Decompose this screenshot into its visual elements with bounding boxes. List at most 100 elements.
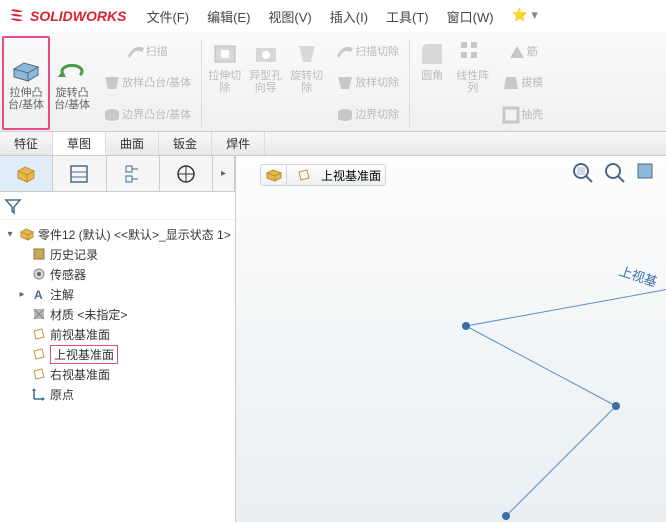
collapse-icon[interactable]: ▾ [4,229,16,240]
tree-right-plane[interactable]: 右视基准面 [2,364,233,384]
expand-icon[interactable]: ▸ [16,289,28,300]
view-orientation-icon[interactable] [634,160,660,186]
svg-text:A: A [34,288,43,301]
boundary-cut-icon [335,105,355,125]
rib-icon [507,42,527,62]
feature-tree: ▾零件12 (默认) <<默认>_显示状态 1> 历史记录 传感器 ▸A注解 材… [0,220,235,522]
tab-sketch[interactable]: 草图 [53,131,106,155]
tree-sensors[interactable]: 传感器 [2,264,233,284]
loft-cut-icon [335,73,355,93]
origin-icon [30,386,48,402]
panel-tab-property[interactable] [53,156,106,191]
feature-manager-panel: ▸ ▾零件12 (默认) <<默认>_显示状态 1> 历史记录 传感器 ▸A注解… [0,156,236,522]
draft-button[interactable]: 拔模 [497,72,547,94]
extrude-boss-icon [10,55,42,87]
tree-material[interactable]: 材质 <未指定> [2,304,233,324]
extrude-boss-button[interactable]: 拉伸凸 台/基体 [2,36,50,130]
config-icon [122,163,144,185]
tree-front-plane[interactable]: 前视基准面 [2,324,233,344]
tree-top-plane[interactable]: 上视基准面 [2,344,233,364]
filter-row [0,192,235,220]
boundary-cut-button[interactable]: 边界切除 [331,104,403,126]
sweep-button[interactable]: 扫描 [122,41,172,63]
app-logo: SOLIDWORKS [8,7,126,25]
app-name: SOLIDWORKS [30,8,126,24]
menu-bar: SOLIDWORKS 文件(F) 编辑(E) 视图(V) 插入(I) 工具(T)… [0,0,666,32]
panel-tab-dimxpert[interactable] [160,156,213,191]
panel-tab-config[interactable] [107,156,160,191]
breadcrumb-part-icon [261,165,287,185]
annotations-icon: A [30,286,48,302]
history-icon [30,246,48,262]
tab-feature[interactable]: 特征 [0,132,53,155]
extrude-cut-button[interactable]: 拉伸切 除 [204,36,245,106]
plane-icon [30,346,48,362]
zoom-fit-icon[interactable] [570,160,596,186]
tab-surface[interactable]: 曲面 [106,132,159,155]
loft-icon [102,73,122,93]
view-tools [570,160,660,186]
breadcrumb-plane-icon [291,165,317,185]
shell-button[interactable]: 抽壳 [497,104,547,126]
hole-wizard-icon [250,38,282,70]
tree-root[interactable]: ▾零件12 (默认) <<默认>_显示状态 1> [2,224,233,244]
menu-file[interactable]: 文件(F) [146,7,189,26]
rib-button[interactable]: 筋 [503,41,542,63]
panel-tabs: ▸ [0,156,235,192]
revolve-cut-icon [291,38,323,70]
sweep-cut-button[interactable]: 扫描切除 [331,41,403,63]
linear-pattern-button[interactable]: 线性阵 列 [452,36,493,106]
panel-tab-feature-tree[interactable] [0,156,53,191]
shell-icon [501,105,521,125]
menu-tools[interactable]: 工具(T) [386,7,429,26]
extrude-boss-label: 拉伸凸 台/基体 [8,87,44,111]
dimxpert-icon [175,163,197,185]
sweep-icon [126,42,146,62]
menu-more-icon[interactable]: ⭐ ▾ [512,7,538,26]
fillet-button[interactable]: 圆角 [412,36,452,106]
loft-button[interactable]: 放样凸台/基体 [98,72,195,94]
menu-view[interactable]: 视图(V) [268,7,311,26]
cut-group: 扫描切除 放样切除 边界切除 [327,36,407,131]
tab-sheetmetal[interactable]: 钣金 [159,132,212,155]
boundary-button[interactable]: 边界凸台/基体 [98,104,195,126]
boss-group: 扫描 放样凸台/基体 边界凸台/基体 [94,36,199,131]
graphics-viewport[interactable]: 上视基准面 上视基 [236,156,666,522]
feature-group: 筋 拔模 抽壳 [493,36,551,131]
revolve-boss-button[interactable]: 旋转凸 台/基体 [50,36,94,130]
main-area: ▸ ▾零件12 (默认) <<默认>_显示状态 1> 历史记录 传感器 ▸A注解… [0,156,666,522]
selection-breadcrumb[interactable]: 上视基准面 [260,164,386,186]
tree-origin[interactable]: 原点 [2,384,233,404]
hole-wizard-button[interactable]: 异型孔 向导 [245,36,286,106]
zoom-area-icon[interactable] [602,160,628,186]
revolve-boss-icon [56,55,88,87]
tree-annotations[interactable]: ▸A注解 [2,284,233,304]
solidworks-logo-icon [8,7,26,25]
loft-cut-button[interactable]: 放样切除 [331,72,403,94]
property-icon [68,163,90,185]
fillet-icon [416,38,448,70]
material-icon [30,306,48,322]
part-icon [18,226,36,242]
menu-window[interactable]: 窗口(W) [447,7,494,26]
menu-edit[interactable]: 编辑(E) [207,7,250,26]
breadcrumb-label: 上视基准面 [321,167,381,184]
feature-tree-icon [15,163,37,185]
command-tabs: 特征 草图 曲面 钣金 焊件 [0,132,666,156]
tab-weldment[interactable]: 焊件 [212,132,265,155]
panel-tab-more[interactable]: ▸ [213,156,235,191]
revolve-boss-label: 旋转凸 台/基体 [54,87,90,111]
sketch-plane-graphic [426,276,666,522]
filter-icon[interactable] [4,197,22,215]
plane-icon [30,326,48,342]
menu-insert[interactable]: 插入(I) [330,7,368,26]
sensors-icon [30,266,48,282]
plane-icon [30,366,48,382]
menu-items: 文件(F) 编辑(E) 视图(V) 插入(I) 工具(T) 窗口(W) ⭐ ▾ [146,7,537,26]
boundary-icon [102,105,122,125]
linear-pattern-icon [457,38,489,70]
draft-icon [501,73,521,93]
revolve-cut-button[interactable]: 旋转切 除 [286,36,327,106]
extrude-cut-icon [209,38,241,70]
tree-history[interactable]: 历史记录 [2,244,233,264]
